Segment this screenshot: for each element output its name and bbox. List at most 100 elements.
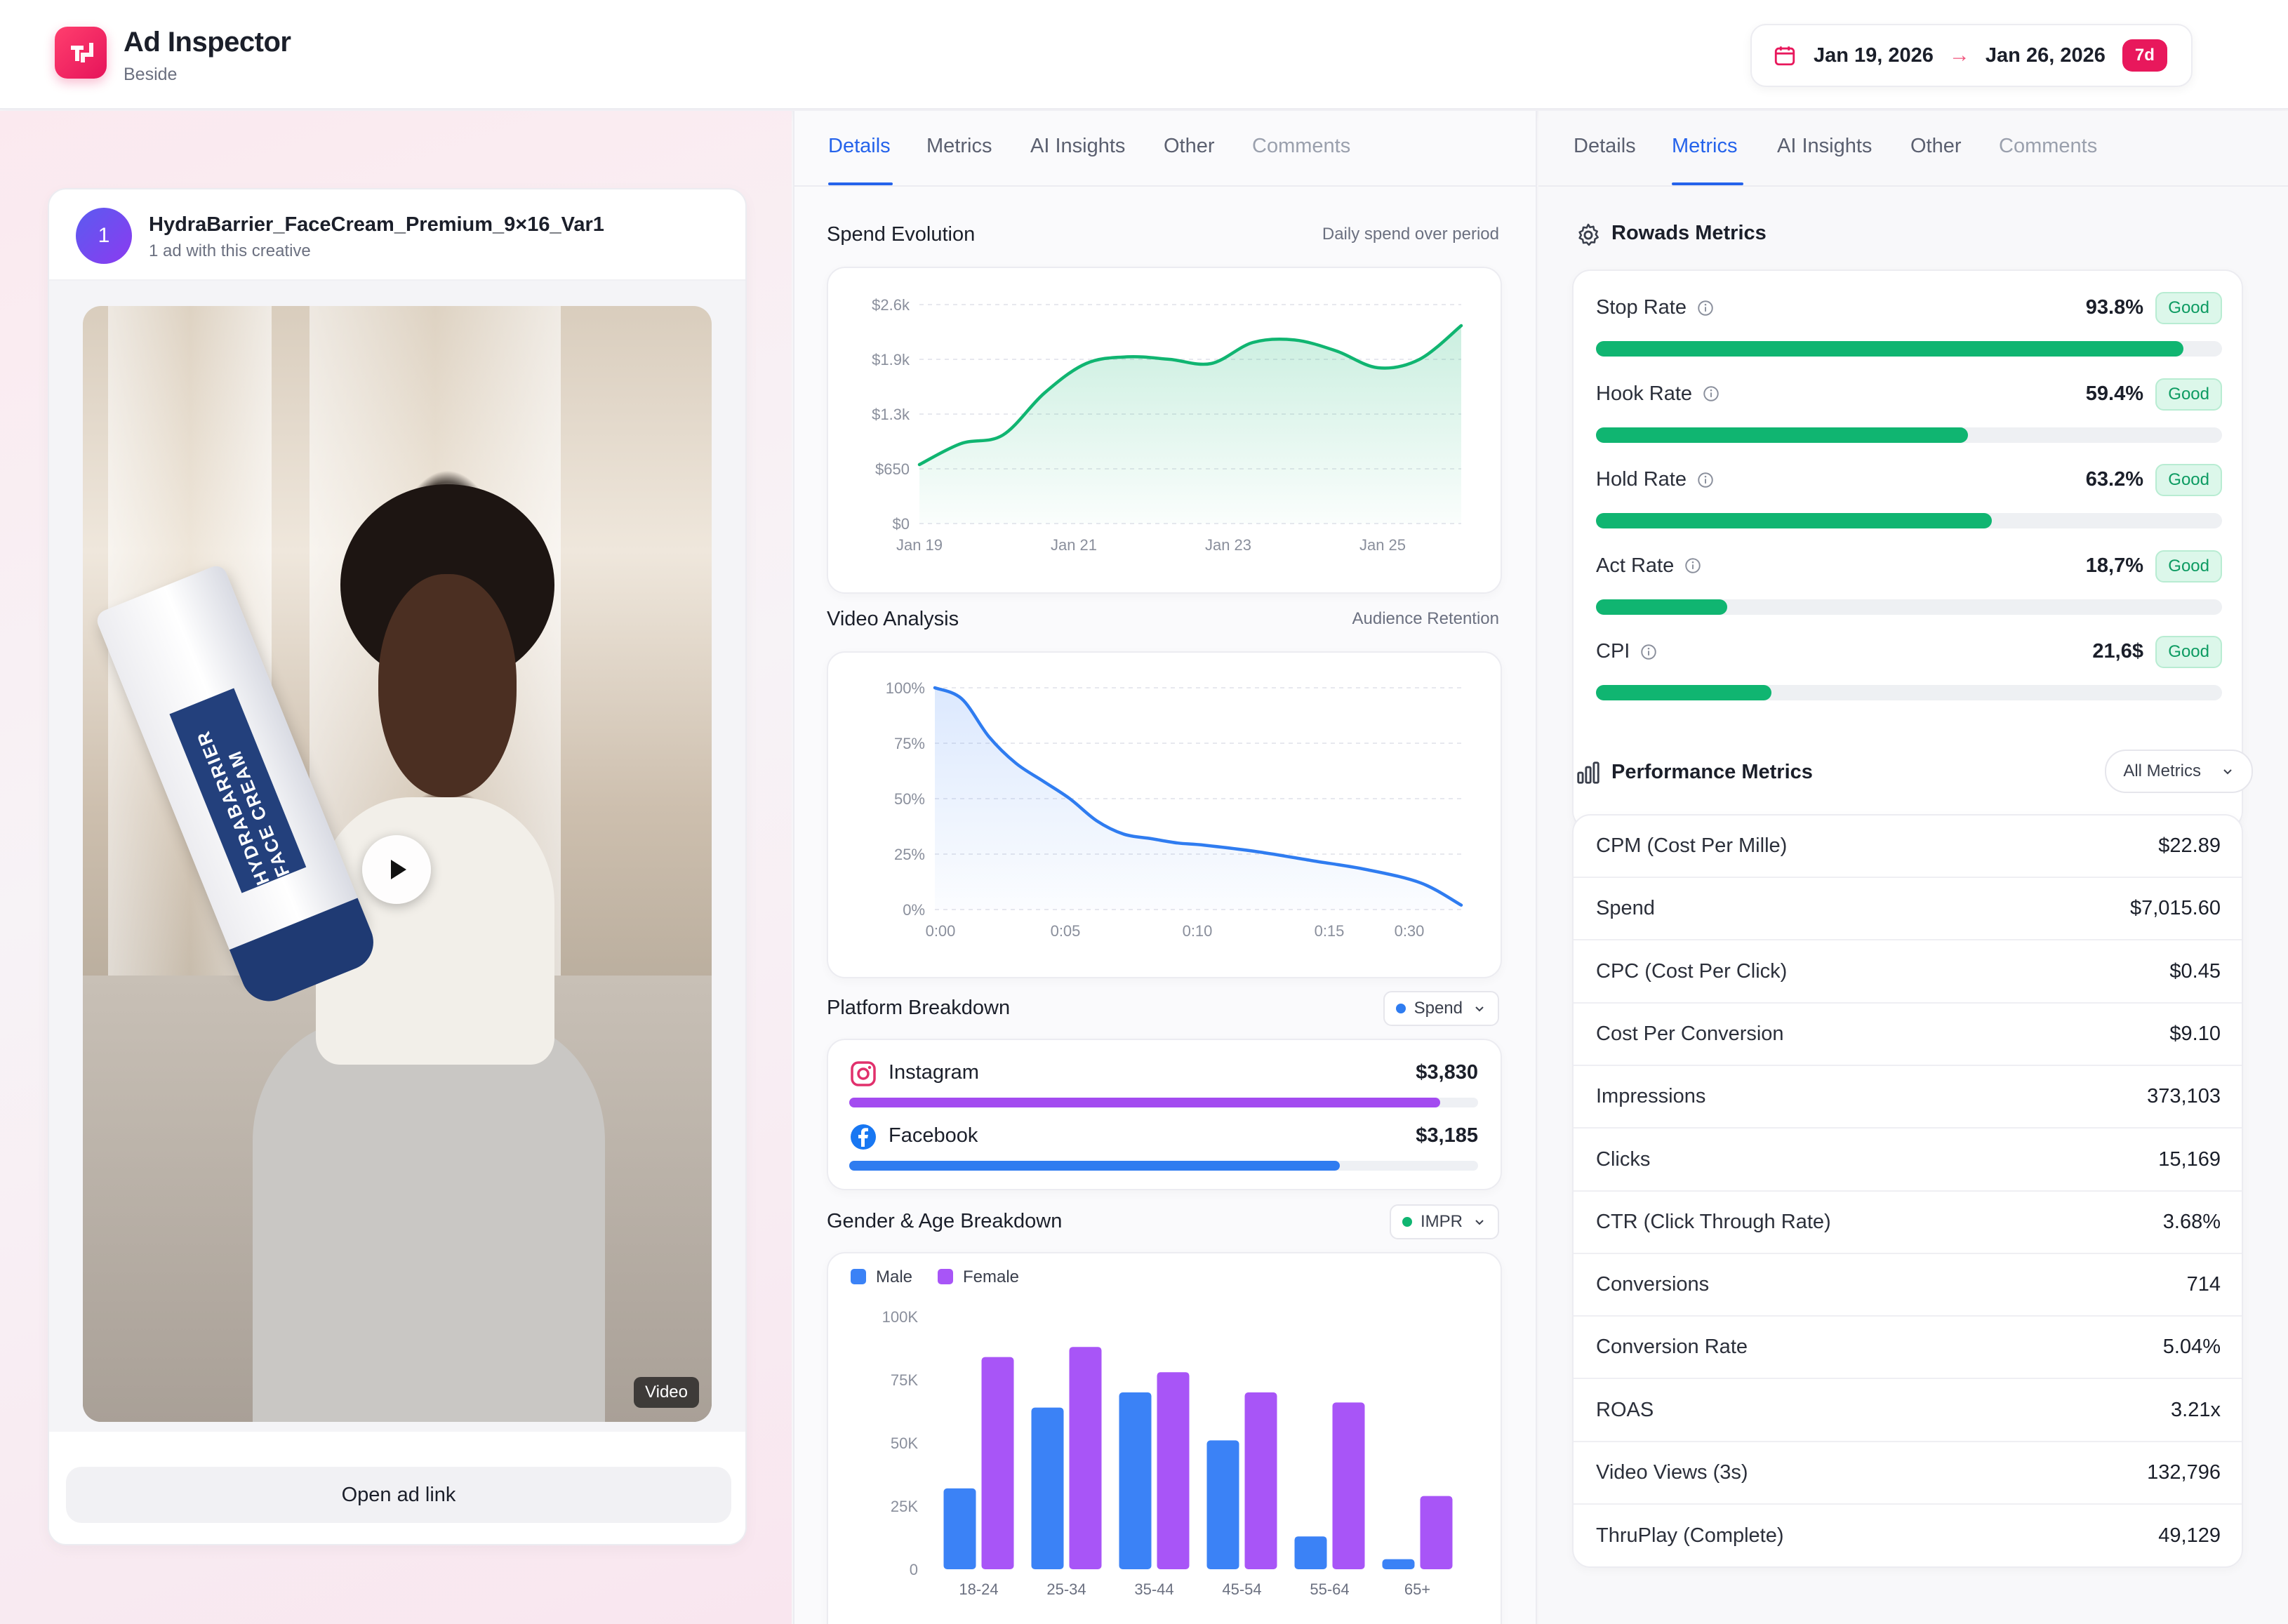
x-tick-label: 55-64	[1310, 1580, 1349, 1598]
platform-name: Instagram	[889, 1061, 979, 1084]
tab-metrics[interactable]: Metrics	[926, 135, 992, 157]
bar-chart-icon	[1577, 761, 1599, 784]
bar-female	[1157, 1372, 1190, 1569]
chevron-down-icon	[1475, 1006, 1484, 1012]
y-tick-label: $1.9k	[872, 351, 910, 368]
performance-row: Video Views (3s) 132,796	[1574, 1442, 2242, 1505]
metric-value: 21,6$	[2092, 640, 2143, 663]
tab-other[interactable]: Other	[1164, 135, 1215, 157]
platform-name: Facebook	[889, 1124, 978, 1147]
facebook-icon	[851, 1124, 876, 1150]
metric-label: Stop Rate	[1596, 296, 1715, 319]
performance-value: 49,129	[2158, 1524, 2221, 1548]
y-tick-label: 75K	[891, 1371, 918, 1389]
bar-female	[1420, 1496, 1453, 1569]
date-range-picker[interactable]: Jan 19, 2026 → Jan 26, 2026 7d	[1750, 24, 2193, 87]
metric-label-text: CPI	[1596, 640, 1630, 663]
play-button[interactable]	[362, 835, 431, 904]
platform-bar-fill	[849, 1161, 1340, 1171]
metric-label-text: Stop Rate	[1596, 296, 1687, 319]
metric-label-text: Hook Rate	[1596, 382, 1693, 405]
info-icon[interactable]	[1696, 299, 1715, 317]
person-face	[378, 573, 517, 797]
bar-male	[1119, 1392, 1152, 1569]
y-tick-label: $650	[875, 460, 910, 478]
y-tick-label: 75%	[894, 735, 925, 752]
performance-label: Video Views (3s)	[1596, 1461, 1748, 1484]
performance-row: ROAS 3.21x	[1574, 1380, 2242, 1442]
info-icon[interactable]	[1696, 471, 1715, 489]
platform-panel: Instagram $3,830 Facebook $3,185	[827, 1039, 1502, 1190]
tab-ai-insights[interactable]: AI Insights	[1777, 135, 1873, 157]
x-tick-label: 25-34	[1046, 1580, 1086, 1598]
platform-bar-track	[849, 1161, 1478, 1171]
x-tick-label: Jan 21	[1051, 536, 1097, 554]
performance-row: Conversion Rate 5.04%	[1574, 1317, 2242, 1380]
platform-value: $3,185	[1416, 1124, 1478, 1147]
y-tick-label: 0	[910, 1561, 918, 1578]
logo-glyph-icon	[71, 43, 93, 62]
performance-label: ROAS	[1596, 1398, 1654, 1421]
y-tick-label: $2.6k	[872, 296, 910, 314]
tab-comments[interactable]: Comments	[1252, 135, 1351, 157]
performance-row: CTR (Click Through Rate) 3.68%	[1574, 1192, 2242, 1254]
spend-note: Daily spend over period	[1322, 225, 1499, 244]
x-tick-label: Jan 19	[896, 536, 943, 554]
spend-title: Spend Evolution	[827, 223, 976, 246]
tab-other[interactable]: Other	[1910, 135, 1962, 157]
x-tick-label: 0:30	[1395, 922, 1425, 940]
gender-title: Gender & Age Breakdown	[827, 1210, 1063, 1232]
x-tick-label: 0:10	[1183, 922, 1213, 940]
metric-label: Act Rate	[1596, 554, 1702, 578]
legend-swatch	[938, 1269, 953, 1284]
platform-title: Platform Breakdown	[827, 997, 1011, 1019]
metric-label-text: Act Rate	[1596, 554, 1675, 577]
platform-value: $3,830	[1416, 1061, 1478, 1084]
info-icon[interactable]	[1684, 557, 1702, 575]
date-start: Jan 19, 2026	[1814, 44, 1934, 67]
gender-metric-select[interactable]: IMPR	[1390, 1204, 1499, 1239]
all-metrics-value: All Metrics	[2123, 761, 2201, 780]
tab-ai-insights[interactable]: AI Insights	[1030, 135, 1126, 157]
tab-details[interactable]: Details	[828, 135, 891, 157]
app-logo-icon[interactable]	[55, 27, 107, 79]
metric-bar-track	[1596, 513, 2222, 528]
active-tab-indicator	[1672, 182, 1743, 185]
x-tick-label: 18-24	[959, 1580, 998, 1598]
metric-bar-track	[1596, 427, 2222, 443]
days-badge[interactable]: 7d	[2122, 39, 2167, 72]
bar-male	[1294, 1536, 1327, 1569]
status-badge: Good	[2155, 292, 2222, 324]
creative-subtitle: 1 ad with this creative	[149, 241, 311, 260]
rowads-metric-row: Hold Rate 63.2% Good	[1596, 462, 2222, 533]
performance-label: ThruPlay (Complete)	[1596, 1524, 1784, 1548]
performance-value: $0.45	[2169, 959, 2221, 983]
retention-chart: 0% 25% 50% 75% 100% 0:00 0:05 0:10 0:15 0:30	[886, 679, 1463, 940]
bar-male	[1206, 1440, 1239, 1569]
tab-details[interactable]: Details	[1574, 135, 1636, 157]
creative-index-badge: 1	[76, 208, 132, 264]
legend-label: Female	[963, 1267, 1019, 1286]
series-line	[917, 324, 1463, 467]
info-icon[interactable]	[1639, 643, 1658, 661]
tab-metrics[interactable]: Metrics	[1672, 135, 1738, 157]
right-tab-bar: Details Metrics AI Insights Other Commen…	[1538, 111, 2288, 187]
metric-bar-fill	[1596, 685, 1771, 700]
info-icon[interactable]	[1702, 385, 1720, 403]
all-metrics-select[interactable]: All Metrics	[2105, 750, 2253, 793]
bar-male	[943, 1488, 976, 1569]
open-ad-link-button[interactable]: Open ad link	[66, 1467, 731, 1523]
tab-comments[interactable]: Comments	[1999, 135, 2098, 157]
y-tick-label: 100K	[882, 1308, 919, 1326]
metric-value: 63.2%	[2085, 468, 2143, 491]
platform-metric-select[interactable]: Spend	[1383, 991, 1499, 1026]
video-thumbnail[interactable]: HYDRABARRIER FACE CREAM Video	[83, 306, 712, 1422]
metric-label-text: Hold Rate	[1596, 468, 1687, 491]
gender-age-chart: Male Female 0 25K 50K 75K 100K 18-24 25-34 35-44 4…	[851, 1267, 1453, 1598]
arrow-right-icon: →	[1948, 44, 1970, 67]
y-tick-label: 100%	[886, 679, 925, 697]
creative-card: 1 HydraBarrier_FaceCream_Premium_9×16_Va…	[48, 188, 747, 1545]
performance-value: $9.10	[2169, 1022, 2221, 1045]
creative-header: 1 HydraBarrier_FaceCream_Premium_9×16_Va…	[49, 189, 745, 281]
performance-row: Clicks 15,169	[1574, 1129, 2242, 1192]
